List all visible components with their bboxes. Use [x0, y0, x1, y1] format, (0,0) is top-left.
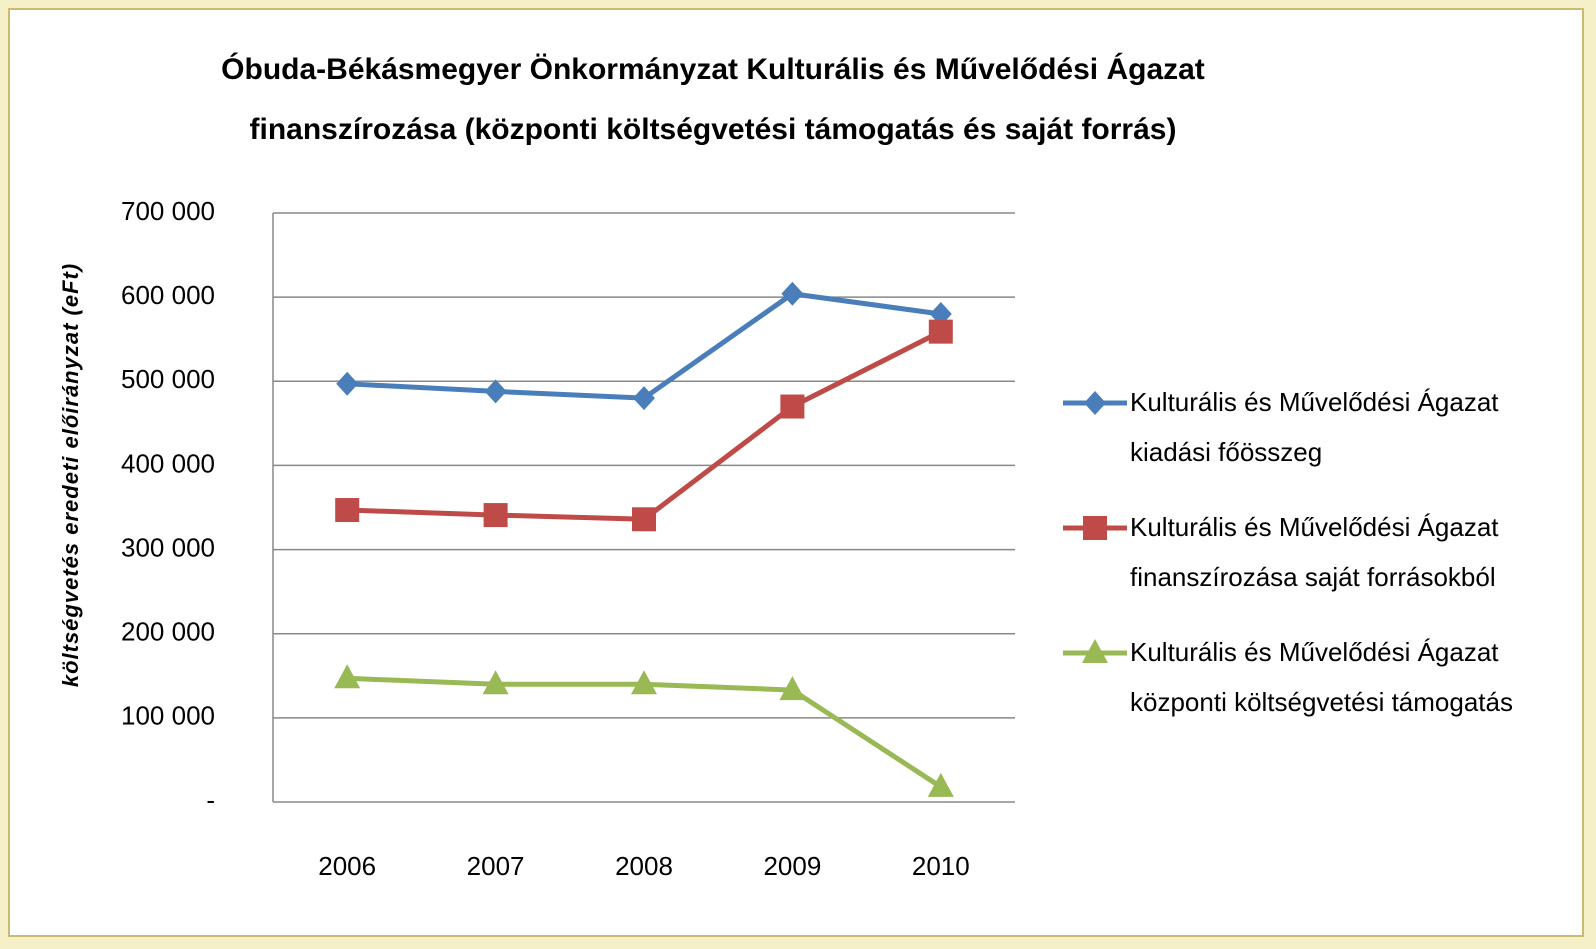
legend-marker [1083, 516, 1107, 540]
legend-label: Kulturális és Művelődési Ágazat finanszí… [1130, 512, 1499, 592]
data-point [336, 371, 359, 396]
y-tick-label: 700 000 [121, 196, 215, 226]
series-line [347, 291, 942, 401]
x-tick-label: 2008 [615, 851, 673, 881]
y-tick-label: 300 000 [121, 532, 215, 562]
data-point [484, 379, 507, 404]
chart-title: Óbuda-Békásmegyer Önkormányzat Kulturáli… [221, 53, 1205, 146]
y-tick-label: 100 000 [121, 701, 215, 731]
series-line [347, 675, 943, 789]
x-tick-label: 2010 [912, 851, 970, 881]
data-point [632, 507, 656, 532]
y-tick-label: - [206, 785, 215, 815]
data-point [781, 281, 804, 306]
legend-label: Kulturális és Művelődési Ágazat kiadási … [1130, 387, 1499, 467]
x-tick-label: 2009 [763, 851, 821, 881]
legend-marker [1082, 639, 1108, 663]
y-tick-label: 200 000 [121, 617, 215, 647]
data-point [631, 670, 657, 695]
data-point [633, 386, 655, 411]
data-point [779, 676, 806, 701]
data-point [927, 772, 954, 797]
y-axis-label: költségvetés eredeti előirányzat (eFt) [58, 263, 83, 687]
data-point [483, 503, 508, 528]
data-point [334, 664, 361, 689]
data-point [928, 319, 953, 344]
x-tick-label: 2006 [318, 851, 376, 881]
y-tick-label: 500 000 [121, 364, 215, 394]
data-point [335, 498, 360, 523]
data-point [780, 394, 805, 419]
data-point [482, 670, 509, 695]
series-line [347, 329, 942, 522]
legend-label: Kulturális és Művelődési Ágazat központi… [1130, 637, 1513, 717]
y-tick-label: 600 000 [121, 280, 215, 310]
y-tick-label: 400 000 [121, 448, 215, 478]
chart-frame [8, 8, 1584, 937]
legend-marker [1084, 391, 1106, 415]
x-tick-label: 2007 [467, 851, 525, 881]
